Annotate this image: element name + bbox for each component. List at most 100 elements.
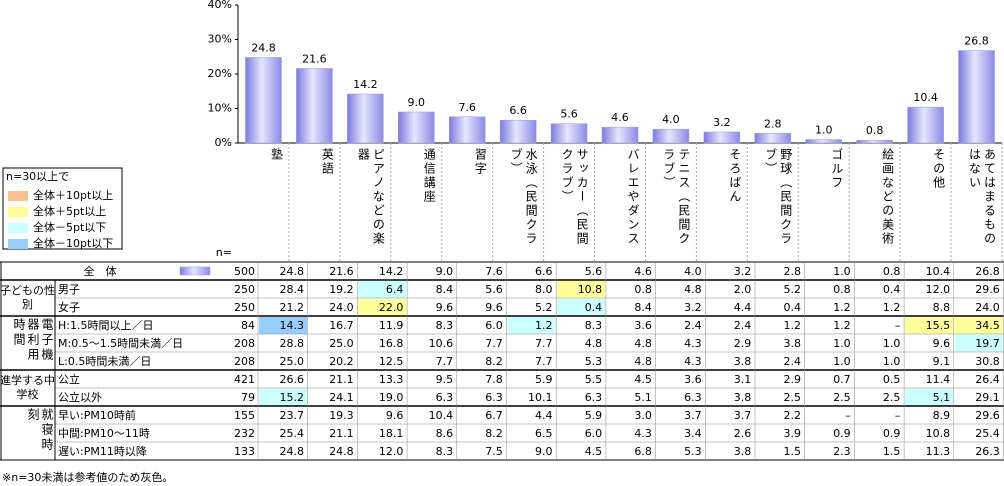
table-cell: 9.1 (933, 355, 951, 368)
table-cell: 25.0 (280, 355, 305, 368)
table-cell: 26.4 (975, 373, 1000, 386)
table-cell: 5.9 (585, 409, 603, 422)
table-cell: 18.1 (379, 427, 404, 440)
bar (398, 111, 435, 144)
category-label: 野球（民間クラブ） (763, 148, 793, 246)
bar (754, 133, 792, 144)
row-label: M:0.5～1.5時間未満／日 (58, 337, 183, 350)
cell-highlight (259, 389, 307, 406)
bar (245, 57, 282, 144)
table-cell: 4.8 (585, 337, 603, 350)
table-cell: 19.2 (329, 283, 354, 296)
table-cell: 4.5 (634, 373, 652, 386)
table-cell: 4.8 (634, 337, 652, 350)
table-cell: 0.9 (883, 427, 901, 440)
table-cell: 5.6 (485, 283, 503, 296)
table-cell: 2.5 (833, 391, 851, 404)
y-tick-label: 20% (208, 67, 232, 80)
category-label: 水泳（民間クラブ） (509, 148, 539, 246)
table-cell: 3.8 (734, 445, 752, 458)
bar (703, 131, 741, 144)
table-cell: 21.1 (329, 427, 354, 440)
table-cell: 0.8 (634, 283, 652, 296)
table-cell: 3.6 (634, 319, 652, 332)
table-cell: 0.4 (784, 301, 802, 314)
table-cell: 2.5 (883, 391, 901, 404)
table-cell: 10.4 (926, 265, 951, 278)
table-cell: 0.4 (883, 283, 901, 296)
table-cell: 14.2 (379, 265, 404, 278)
table-cell: 2.0 (734, 283, 752, 296)
category-label: 習字 (473, 148, 488, 176)
legend-swatch (8, 239, 28, 249)
value-label: 10.4 (913, 91, 938, 104)
table-cell: 9.0 (436, 265, 454, 278)
group-label: 就寝時刻 (26, 408, 54, 453)
table-cell: 15.5 (926, 319, 951, 332)
table-cell: 0.4 (585, 301, 603, 314)
table-cell: 4.3 (634, 427, 652, 440)
table-cell: 7.5 (485, 445, 503, 458)
table-cell: 7.8 (485, 373, 503, 386)
row-n: 84 (241, 319, 255, 332)
table-cell: 26.3 (975, 445, 1000, 458)
bar (448, 116, 486, 144)
value-label: 7.6 (458, 101, 476, 114)
table-cell: 28.8 (280, 337, 305, 350)
table-cell: 2.9 (784, 373, 802, 386)
bar (296, 68, 333, 144)
row-label: 中間:PM10～11時 (58, 427, 150, 440)
table-cell: 26.8 (975, 265, 1000, 278)
table-cell: 4.8 (634, 355, 652, 368)
y-tick-label: 10% (208, 102, 232, 115)
table-cell: 6.5 (535, 427, 553, 440)
value-label: 4.0 (662, 113, 680, 126)
category-label: ピアノなどの楽器 (356, 148, 386, 246)
table-cell: 22.0 (379, 301, 404, 314)
table-cell: 15.2 (280, 391, 305, 404)
table-cell: 3.0 (634, 409, 652, 422)
table-cell: 3.9 (784, 427, 802, 440)
table-cell: 3.2 (684, 301, 702, 314)
row-label: 公立 (58, 372, 80, 386)
table-cell: 4.5 (585, 445, 603, 458)
table-cell: 12.5 (379, 355, 404, 368)
table-cell: 19.0 (379, 391, 404, 404)
table-cell: 8.2 (485, 355, 503, 368)
table-cell: 8.8 (933, 301, 951, 314)
table-cell: 7.7 (485, 337, 503, 350)
table-cell: 5.3 (585, 355, 603, 368)
row-label: 全 体 (84, 264, 117, 278)
cell-highlight (259, 317, 307, 334)
table-cell: 5.2 (784, 283, 802, 296)
table-cell: 3.1 (734, 373, 752, 386)
table-cell: – (845, 409, 851, 422)
cell-highlight (358, 299, 407, 316)
total-swatch (179, 266, 211, 276)
table-cell: 0.7 (833, 373, 851, 386)
table-cell: 11.3 (926, 445, 951, 458)
table-cell: 5.5 (585, 373, 603, 386)
table-cell: 1.2 (535, 319, 553, 332)
table-cell: 1.0 (883, 337, 901, 350)
table-cell: 3.7 (684, 409, 702, 422)
table-cell: 8.2 (485, 427, 503, 440)
y-tick-label: 0% (215, 136, 232, 149)
bar (907, 106, 944, 144)
table-cell: 1.0 (833, 355, 851, 368)
table-cell: 7.7 (535, 337, 553, 350)
value-label: 0.8 (866, 124, 884, 137)
table-cell: 8.3 (585, 319, 603, 332)
table-cell: 26.6 (280, 373, 305, 386)
table-cell: 6.0 (485, 319, 503, 332)
table-cell: 0.8 (833, 283, 851, 296)
table-cell: 2.6 (734, 427, 752, 440)
table-cell: 30.8 (975, 355, 1000, 368)
footnote: ※n=30未満は参考値のため灰色。 (2, 470, 173, 484)
table-cell: 8.4 (436, 283, 454, 296)
table-cell: – (895, 319, 901, 332)
table-cell: 10.4 (429, 409, 454, 422)
row-label: L:0.5時間未満／日 (58, 355, 151, 368)
table-cell: 4.6 (634, 265, 652, 278)
row-n: 500 (234, 265, 255, 278)
